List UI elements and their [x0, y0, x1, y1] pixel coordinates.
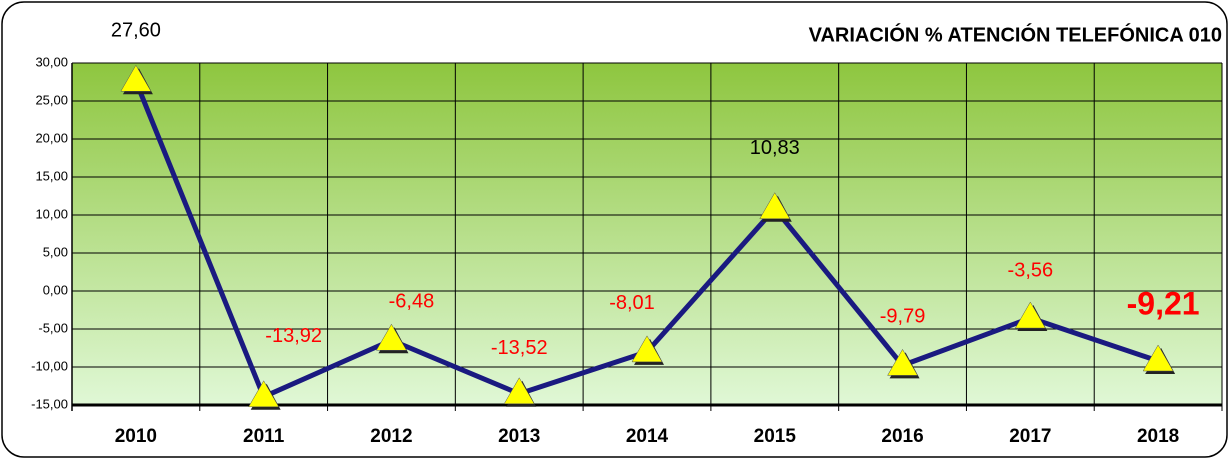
- marker: [759, 192, 791, 219]
- y-tick-label: -10,00: [31, 358, 68, 373]
- chart-title: VARIACIÓN % ATENCIÓN TELEFÓNICA 010: [809, 22, 1222, 46]
- y-tick-label: 5,00: [43, 244, 68, 259]
- y-tick-label: 0,00: [43, 282, 68, 297]
- y-tick-label: 30,00: [35, 54, 68, 69]
- x-tick-label: 2016: [881, 426, 923, 447]
- marker: [248, 380, 280, 408]
- marker: [1014, 301, 1046, 329]
- y-tick-label: -5,00: [38, 320, 68, 335]
- data-label: -9,21: [1127, 285, 1200, 321]
- data-label: -13,92: [265, 325, 322, 347]
- data-label: -13,52: [491, 337, 548, 359]
- y-tick-label: 20,00: [35, 130, 68, 145]
- data-label: 10,83: [750, 137, 800, 159]
- marker: [120, 64, 152, 92]
- marker: [1142, 344, 1174, 372]
- x-tick-label: 2015: [754, 426, 797, 447]
- x-tick-label: 2012: [370, 426, 412, 447]
- x-tick-label: 2018: [1137, 426, 1179, 447]
- data-label: 27,60: [111, 20, 161, 42]
- x-tick-label: 2017: [1009, 426, 1051, 447]
- data-label: -6,48: [389, 291, 435, 313]
- data-label: -9,79: [880, 306, 926, 328]
- data-label: -8,01: [609, 292, 655, 314]
- y-tick-label: -15,00: [31, 396, 68, 411]
- x-tick-label: 2014: [626, 426, 669, 447]
- marker: [376, 323, 407, 351]
- y-tick-label: 10,00: [35, 206, 68, 221]
- y-tick-label: 15,00: [35, 168, 68, 183]
- x-tick-label: 2011: [243, 426, 285, 447]
- x-tick-label: 2010: [115, 426, 157, 447]
- marker: [503, 377, 535, 405]
- y-tick-label: 25,00: [35, 92, 68, 107]
- x-tick-label: 2013: [498, 426, 540, 447]
- marker: [631, 335, 663, 363]
- data-label: -3,56: [1008, 259, 1054, 281]
- marker: [887, 348, 918, 376]
